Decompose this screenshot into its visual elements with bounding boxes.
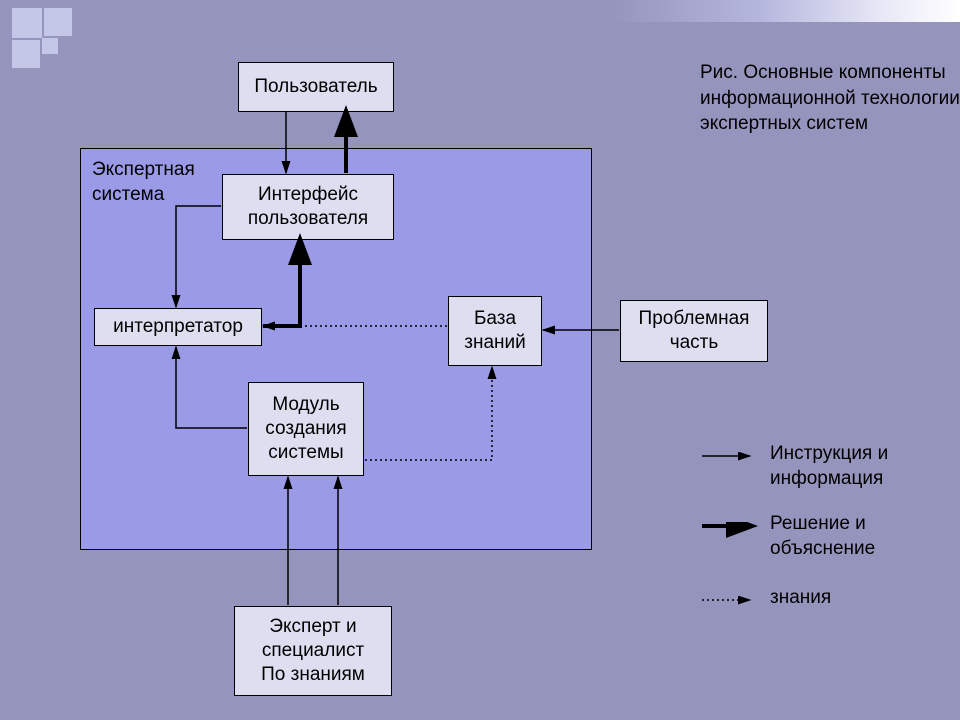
- legend-thick-label: Решение иобъяснение: [770, 512, 875, 561]
- deco-square: [12, 40, 40, 68]
- node-expert: Эксперт испециалистПо знаниям: [234, 606, 392, 696]
- figure-caption: Рис. Основные компоненты информационной …: [700, 60, 960, 137]
- legend-thin-label: Инструкция иинформация: [770, 442, 888, 491]
- node-interface: Интерфейспользователя: [222, 174, 394, 240]
- node-kb: Базазнаний: [448, 296, 542, 366]
- deco-square: [42, 38, 58, 54]
- node-user: Пользователь: [238, 62, 394, 112]
- deco-square: [12, 8, 42, 38]
- gradient-bar: [460, 0, 960, 22]
- node-interpreter: интерпретатор: [94, 308, 262, 346]
- node-module: Модульсозданиясистемы: [248, 382, 364, 476]
- deco-square: [44, 8, 72, 36]
- legend-dotted: знания: [700, 586, 831, 616]
- node-problem: Проблемнаячасть: [620, 300, 768, 362]
- expert-system-label: Экспертнаясистема: [92, 158, 195, 207]
- legend-thin: Инструкция иинформация: [700, 442, 888, 491]
- legend-dotted-label: знания: [770, 586, 831, 611]
- legend-thick: Решение иобъяснение: [700, 512, 875, 561]
